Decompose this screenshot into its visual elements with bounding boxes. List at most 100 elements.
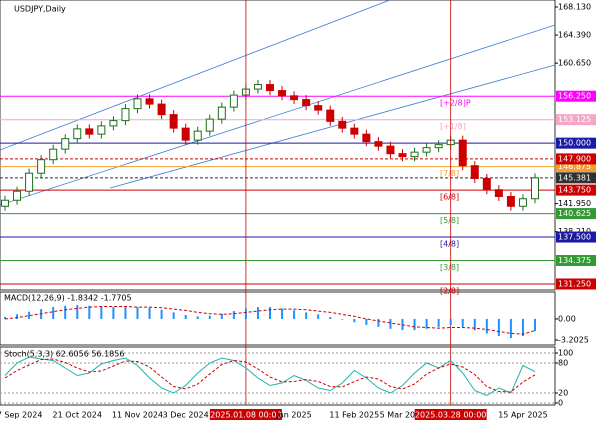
candle-body [61,138,70,150]
chart-title: USDJPY,Daily [14,5,66,14]
macd-bar [256,307,259,319]
candle-body [205,118,214,132]
y-tick-label: 164.390 [558,31,591,40]
candle-body [410,151,419,158]
macd-bar [16,314,19,319]
candle-body [314,105,323,111]
x-tick-label: 2025.01.08 00:00 [210,411,281,420]
macd-bar [425,318,428,329]
stoch-panel [0,346,556,406]
macd-bar [76,305,79,319]
price-box [556,161,596,173]
macd-bar [244,308,247,319]
macd-bar [172,312,175,319]
macd-bar [317,314,320,319]
macd-bar [305,312,308,319]
macd-bar [329,316,332,319]
macd-bar [485,318,488,334]
candle-body [193,130,202,141]
level-label: [2/8] [440,286,459,295]
price-box-label: 156.250 [558,92,591,101]
macd-bar [473,318,476,331]
level-label: [7/8] [440,169,459,178]
y-tick-label: 100 [558,349,573,358]
candle-body [253,84,262,90]
level-label: [4/8] [440,240,459,249]
level-label: [+1/8] [440,122,466,131]
trend-channel [0,24,556,206]
x-tick-label: 5 Mar 2025 [380,411,426,420]
macd-bar [269,307,271,319]
candle-body [25,172,34,192]
candle-body [85,128,94,135]
macd-bar [293,310,296,319]
macd-bar [88,305,91,319]
y-tick-label: 0 [558,399,563,408]
stoch-k [4,356,536,397]
macd-bar [497,318,500,337]
price-box-label: 145.381 [558,173,591,182]
candle-body [518,198,527,207]
macd-bar [220,313,223,319]
macd-bar [534,318,536,332]
candle-body [506,195,515,207]
macd-bar [124,307,127,319]
macd-bar [509,318,512,339]
candle-body [49,148,58,161]
candle-body [169,114,178,129]
macd-bar [365,318,368,325]
price-box [556,184,596,196]
trend-channel [0,0,391,151]
price-box-label: 137.500 [558,233,591,242]
x-tick-label: 27 Sep 2024 [0,411,42,420]
macd-bar [208,315,211,319]
price-box [556,90,596,102]
stoch-d [4,358,536,393]
candle-body [73,128,82,140]
candle-body [338,120,347,129]
x-tick-label: 2025.03.28 00:00 [415,411,486,420]
crosshair-box [209,409,282,420]
price-box-label: 134.375 [558,256,591,265]
macd-bar [377,318,380,327]
candle-body [145,98,154,105]
level-label: [6/8] [440,193,459,202]
macd-bar [449,318,452,325]
candle-body [531,177,539,200]
macd-bar [232,311,235,319]
stoch-title: Stoch(5,3,3) 62.6056 56.1856 [4,350,124,359]
macd-bar [64,305,67,319]
candle-body [458,139,467,167]
price-box [556,255,596,267]
macd-title: MACD(12,26,9) -1.8342 -1.7705 [4,294,132,303]
y-tick-label: 80 [558,359,568,368]
price-box-label: 140.625 [558,209,591,218]
macd-bar [353,318,356,323]
price-box-label: 131.250 [558,279,591,288]
macd-bar [341,318,344,320]
price-box [556,278,596,290]
price-box [556,114,596,126]
macd-bar [461,318,464,327]
level-label: [5/8] [440,216,459,225]
price-box-label: 146.875 [558,162,591,171]
candle-body [133,98,142,110]
candle-body [398,153,407,158]
price-box [556,208,596,220]
macd-bar [52,307,55,319]
y-tick-label: 20 [558,389,568,398]
candle-body [121,108,130,122]
candle-body [266,84,274,92]
macd-bar [4,316,6,319]
macd-bar [521,318,524,337]
macd-panel [0,291,556,346]
x-tick-label: 11 Nov 2024 [112,411,163,420]
price-box [556,231,596,243]
price-box-label: 147.900 [558,154,591,163]
candle-body [386,145,395,155]
candle-body [302,99,311,107]
macd-bar [184,315,187,319]
x-tick-label: 15 Apr 2025 [498,411,547,420]
